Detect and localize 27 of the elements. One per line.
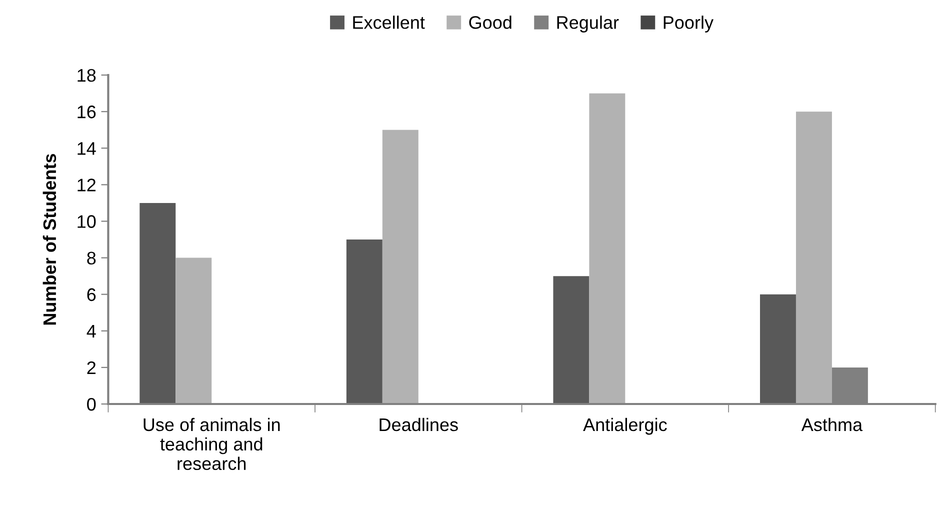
legend-label: Poorly bbox=[664, 16, 714, 32]
bar bbox=[589, 93, 626, 404]
bar bbox=[346, 240, 382, 404]
y-tick-label: 0 bbox=[87, 398, 96, 411]
y-tick-label: 8 bbox=[87, 252, 96, 265]
y-tick-label: 16 bbox=[78, 106, 96, 118]
y-tick-label: 4 bbox=[86, 325, 96, 338]
bar bbox=[553, 276, 590, 404]
bar bbox=[382, 130, 418, 404]
y-tick-label: 2 bbox=[87, 361, 96, 374]
y-tick-label: 12 bbox=[78, 178, 96, 192]
y-axis-title: Number of Students bbox=[42, 154, 56, 325]
bar bbox=[760, 294, 796, 404]
bar bbox=[140, 202, 176, 404]
y-tick-label: 18 bbox=[78, 68, 96, 82]
y-tick-label: 14 bbox=[78, 142, 96, 155]
bar bbox=[796, 112, 832, 404]
legend-label: Good bbox=[469, 16, 512, 29]
x-tick-label: Antialergic bbox=[583, 418, 667, 435]
y-tick-label: 10 bbox=[78, 215, 96, 228]
legend-label: Regular bbox=[557, 16, 619, 32]
legend-label: Excellent bbox=[353, 16, 425, 29]
x-tick-label: Deadlines bbox=[380, 418, 458, 432]
y-tick-label: 6 bbox=[87, 288, 96, 302]
x-tick-label: Asthma bbox=[801, 418, 863, 432]
bar bbox=[176, 258, 212, 404]
x-tick-label: Use of animals in teaching and research bbox=[144, 418, 280, 470]
